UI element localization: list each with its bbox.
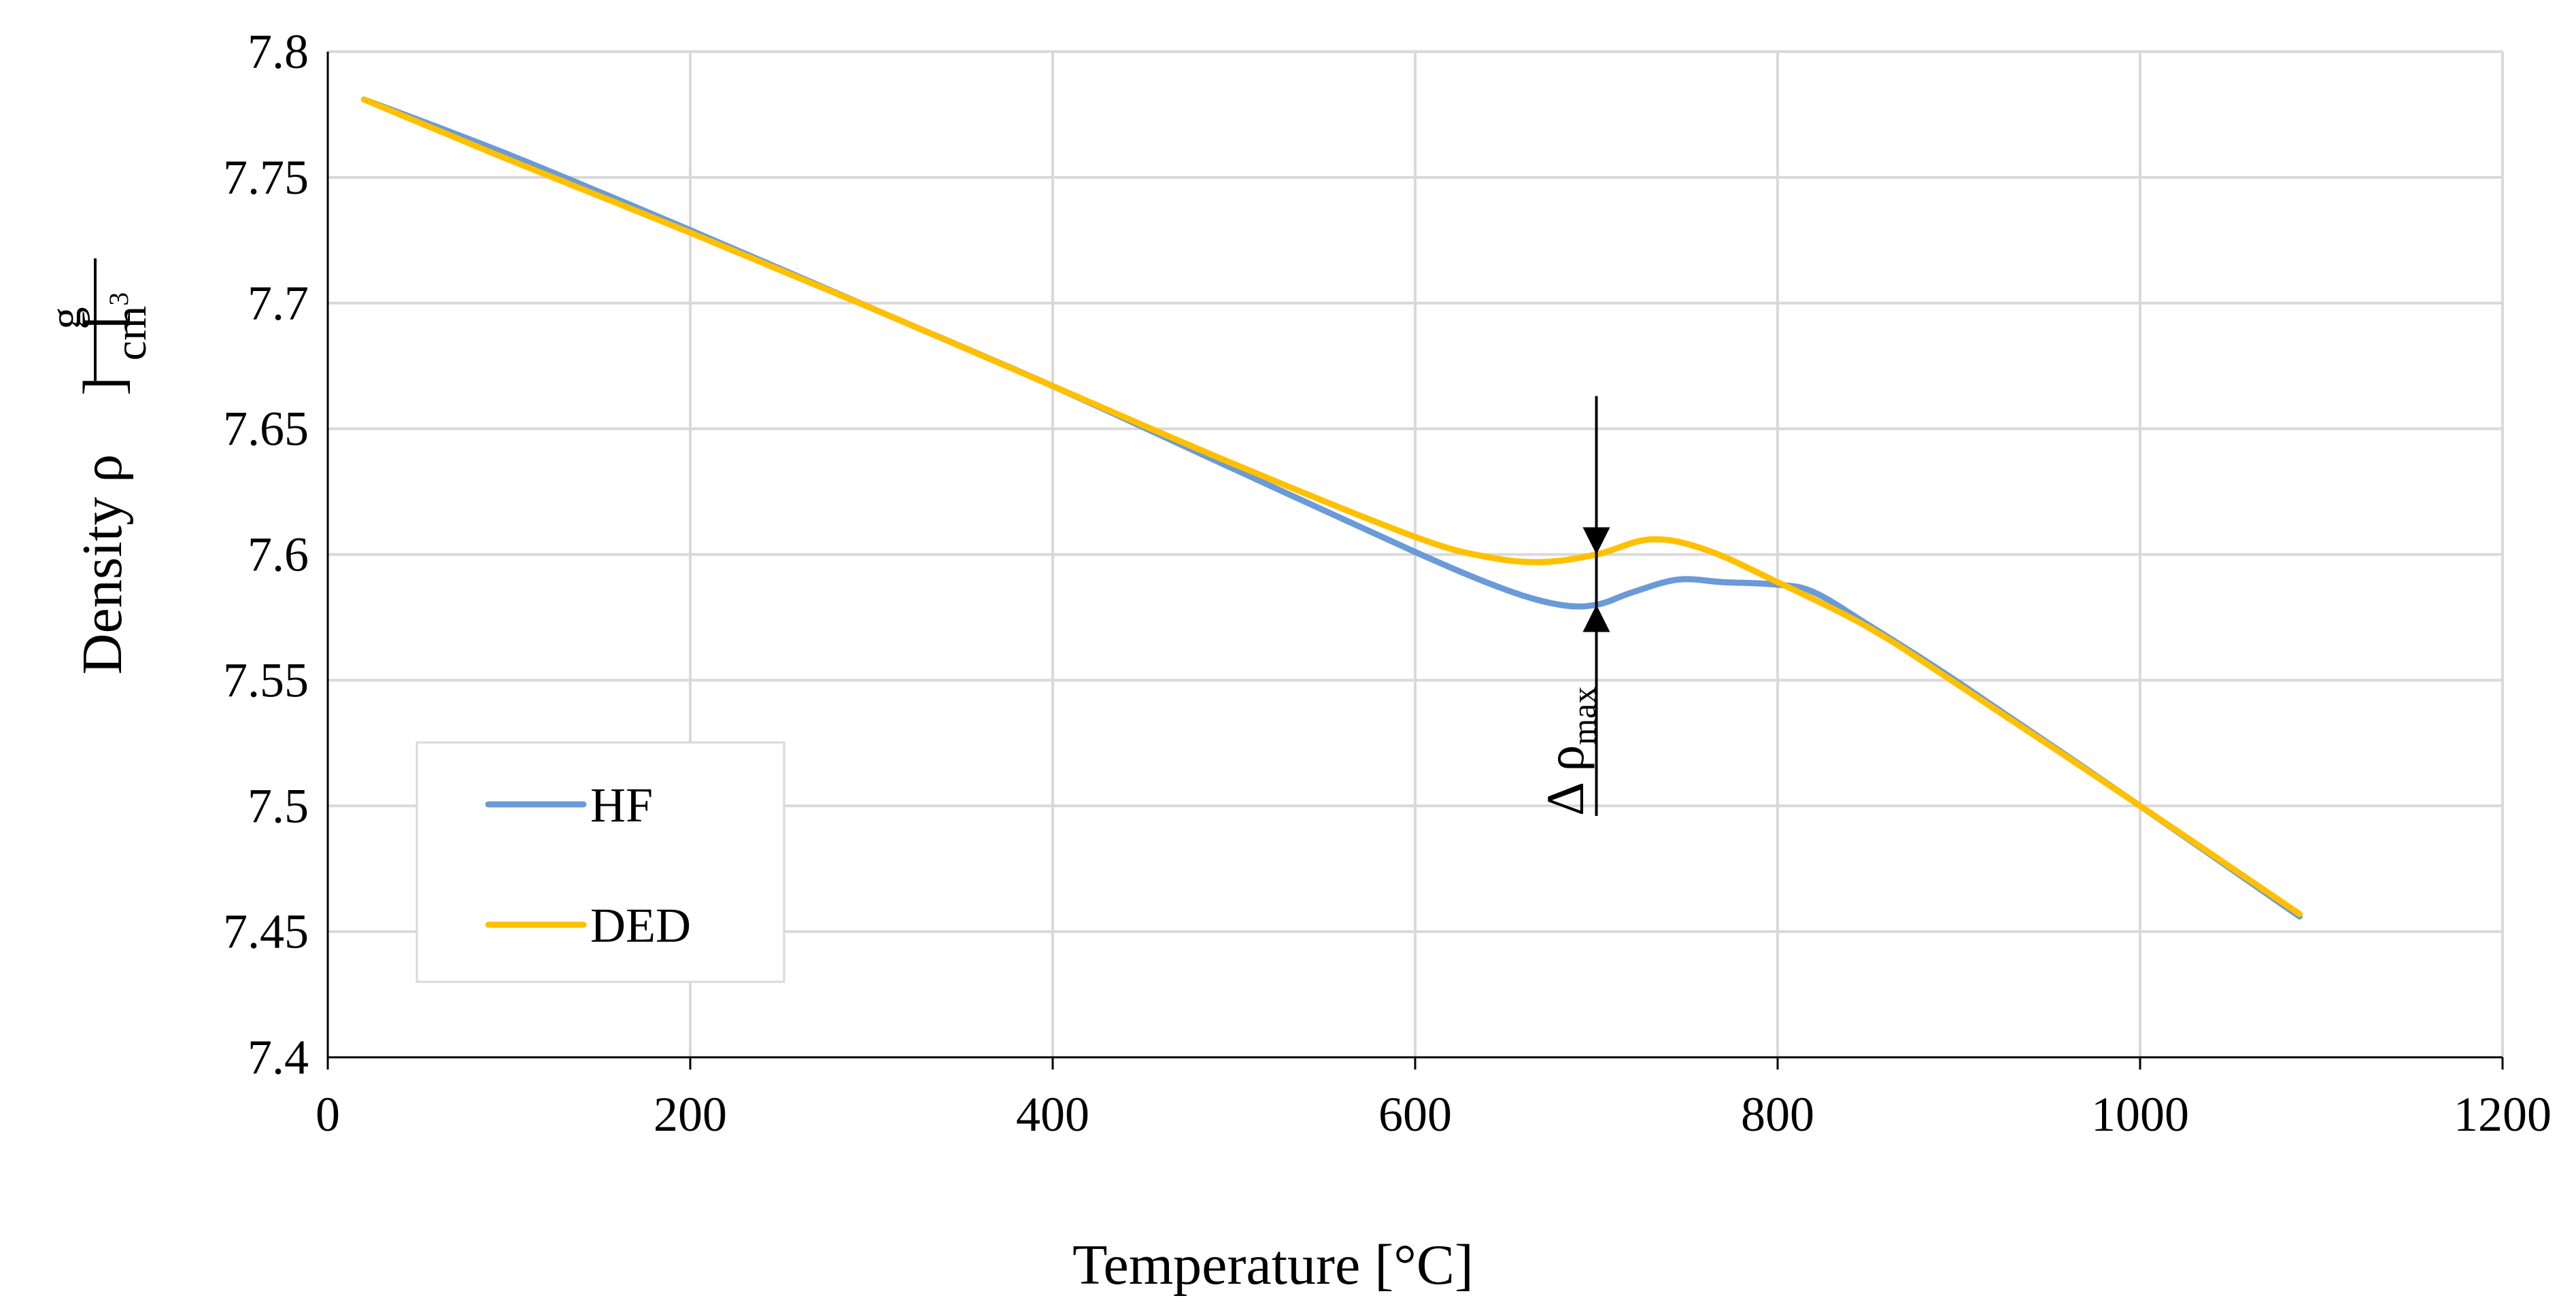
x-tick-label-1200: 1200 xyxy=(2454,1087,2552,1142)
y-unit-bracket-left: [ xyxy=(72,310,135,329)
legend-label-hf: HF xyxy=(590,778,653,832)
y-unit-bracket-right: ] xyxy=(72,377,135,396)
y-tick-label-5: 7.65 xyxy=(223,402,309,456)
y-axis-title-text: Density ρ xyxy=(71,454,134,674)
y-tick-label-1: 7.45 xyxy=(223,904,309,959)
y-tick-label-7: 7.75 xyxy=(223,150,309,205)
legend-label-ded: DED xyxy=(590,898,691,953)
x-tick-label-400: 400 xyxy=(1016,1087,1089,1142)
legend-box xyxy=(416,741,785,983)
y-tick-label-3: 7.55 xyxy=(223,653,309,707)
x-tick-label-1000: 1000 xyxy=(2091,1087,2189,1142)
series-line-ded xyxy=(360,96,2303,917)
x-axis-ticks: 0 200 400 600 800 1000 1200 xyxy=(316,1057,2552,1142)
y-tick-label-8: 7.8 xyxy=(248,24,309,79)
y-tick-label-6: 7.7 xyxy=(248,276,309,330)
y-unit-denominator: cm3 xyxy=(103,292,156,361)
x-axis-title: Temperature [°C] xyxy=(1072,1233,1474,1297)
y-tick-label-4: 7.6 xyxy=(248,528,309,582)
delta-rho-annotation: Δ ρmax xyxy=(1536,396,1610,817)
y-axis-ticks: 7.4 7.45 7.5 7.55 7.6 7.65 7.7 7.75 7.8 xyxy=(223,24,309,1085)
annotation-arrow-down xyxy=(1582,527,1610,555)
annotation-arrow-up xyxy=(1582,604,1610,632)
x-tick-label-600: 600 xyxy=(1378,1087,1452,1142)
y-unit-numerator: g xyxy=(41,307,90,330)
x-tick-label-0: 0 xyxy=(316,1087,340,1142)
annotation-label: Δ ρmax xyxy=(1536,687,1603,816)
x-tick-label-800: 800 xyxy=(1741,1087,1814,1142)
y-axis-title: Density ρ [ ] g cm3 xyxy=(41,258,156,674)
y-tick-label-2: 7.5 xyxy=(248,779,309,833)
horizontal-gridlines xyxy=(328,50,2503,934)
legend: HF DED xyxy=(416,741,785,983)
y-tick-label-0: 7.4 xyxy=(248,1030,309,1085)
x-tick-label-200: 200 xyxy=(654,1087,727,1142)
series-layer xyxy=(360,96,2303,920)
